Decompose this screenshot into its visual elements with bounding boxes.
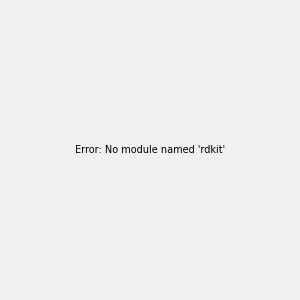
Text: Error: No module named 'rdkit': Error: No module named 'rdkit' — [75, 145, 225, 155]
